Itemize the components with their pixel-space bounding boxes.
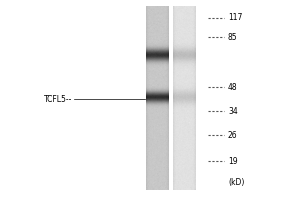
Text: 19: 19 [228,156,238,166]
Text: 85: 85 [228,32,238,42]
Text: 26: 26 [228,130,238,140]
Text: 117: 117 [228,14,242,22]
Text: 48: 48 [228,82,238,92]
Text: 34: 34 [228,107,238,116]
Text: (kD): (kD) [228,178,244,186]
Text: TCFL5--: TCFL5-- [44,95,72,104]
